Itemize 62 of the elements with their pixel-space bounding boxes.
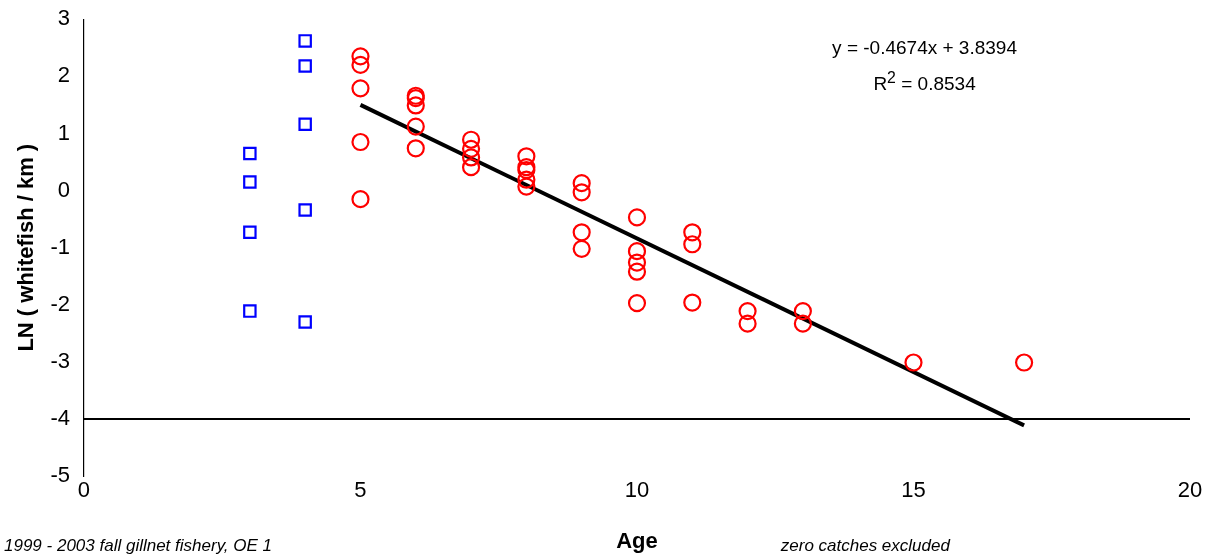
point	[627, 208, 647, 227]
point	[351, 55, 370, 74]
point	[517, 170, 536, 189]
point	[627, 262, 647, 281]
x-tick-label: 15	[901, 477, 926, 503]
point	[904, 353, 923, 372]
point	[738, 314, 757, 333]
y-tick-label: -2	[50, 290, 70, 316]
point	[406, 139, 425, 158]
y-tick-label: -4	[50, 405, 70, 431]
point	[572, 174, 591, 193]
text: 1999 - 2003 fall gillnet fishery, OE 1	[4, 536, 273, 556]
y-tick-label: -5	[50, 462, 70, 488]
x-axis-title: Age	[616, 527, 658, 553]
x-tick-label: 20	[1177, 477, 1203, 503]
text: zero catches excluded	[780, 536, 950, 556]
x-tick-label: 0	[77, 477, 91, 503]
y-tick-label: 1	[57, 119, 70, 145]
point	[627, 253, 647, 272]
point	[298, 315, 312, 329]
point	[406, 117, 425, 136]
point	[572, 183, 591, 202]
point	[627, 294, 647, 313]
point	[298, 117, 312, 132]
x-tick-label: 5	[354, 477, 367, 503]
point	[406, 96, 425, 115]
point	[298, 59, 312, 73]
point	[683, 223, 702, 242]
y-tick-label: -1	[50, 233, 70, 259]
point	[1014, 353, 1034, 372]
point	[461, 130, 481, 149]
x-tick-label: 10	[624, 477, 650, 503]
point	[683, 235, 702, 254]
point	[517, 147, 536, 166]
point	[351, 190, 370, 209]
point	[243, 175, 257, 189]
y-tick-label: 3	[57, 5, 70, 31]
point	[517, 177, 536, 196]
point	[627, 242, 647, 261]
point	[793, 314, 812, 333]
point	[243, 146, 257, 161]
point	[738, 302, 757, 321]
point	[461, 148, 481, 167]
y-tick-label: -3	[50, 348, 70, 374]
annotation: y = -0.4674x + 3.8394	[832, 37, 1017, 60]
point	[793, 302, 812, 321]
point	[461, 158, 481, 177]
point	[351, 79, 370, 98]
annotation: R$^{2}$ = 0.8534	[873, 69, 976, 96]
point	[351, 47, 370, 66]
point	[461, 139, 481, 158]
point	[243, 225, 257, 240]
point	[572, 223, 591, 242]
y-axis-title: LN ( whitefish / km )	[13, 143, 39, 352]
y-tick-label: 2	[57, 62, 70, 88]
point	[683, 293, 702, 312]
point	[572, 239, 591, 258]
point	[243, 304, 257, 318]
point	[351, 132, 370, 152]
point	[298, 203, 312, 217]
point	[298, 34, 312, 48]
y-tick-label: 0	[57, 176, 70, 202]
